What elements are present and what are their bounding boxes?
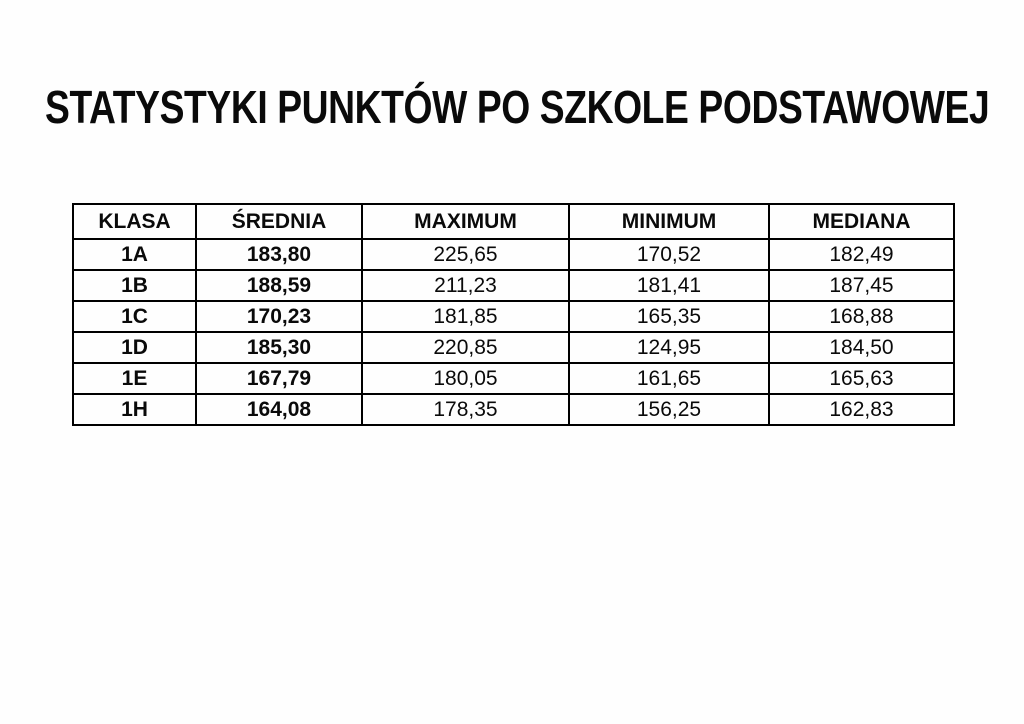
cell-maximum: 220,85 [361, 331, 570, 364]
stats-table: KLASA ŚREDNIA MAXIMUM MINIMUM MEDIANA 1A 183,… [72, 203, 955, 426]
column-header-klasa: KLASA [72, 203, 197, 240]
cell-mediana: 168,88 [768, 300, 955, 333]
cell-mediana: 184,50 [768, 331, 955, 364]
cell-klasa: 1A [72, 238, 197, 271]
cell-srednia: 183,80 [195, 238, 363, 271]
cell-minimum: 170,52 [568, 238, 770, 271]
cell-klasa: 1D [72, 331, 197, 364]
cell-maximum: 211,23 [361, 269, 570, 302]
cell-srednia: 188,59 [195, 269, 363, 302]
column-header-minimum: MINIMUM [568, 203, 770, 240]
cell-minimum: 181,41 [568, 269, 770, 302]
cell-mediana: 187,45 [768, 269, 955, 302]
cell-minimum: 156,25 [568, 393, 770, 426]
table-row: 1H 164,08 178,35 156,25 162,83 [72, 393, 955, 426]
cell-maximum: 178,35 [361, 393, 570, 426]
table-row: 1B 188,59 211,23 181,41 187,45 [72, 269, 955, 302]
table-row: 1D 185,30 220,85 124,95 184,50 [72, 331, 955, 364]
cell-klasa: 1C [72, 300, 197, 333]
table-row: 1C 170,23 181,85 165,35 168,88 [72, 300, 955, 333]
cell-minimum: 161,65 [568, 362, 770, 395]
cell-mediana: 182,49 [768, 238, 955, 271]
cell-minimum: 124,95 [568, 331, 770, 364]
stats-table-body: 1A 183,80 225,65 170,52 182,49 1B 188,59 211,23… [72, 238, 955, 426]
table-row: 1A 183,80 225,65 170,52 182,49 [72, 238, 955, 271]
cell-klasa: 1B [72, 269, 197, 302]
cell-srednia: 170,23 [195, 300, 363, 333]
column-header-srednia: ŚREDNIA [195, 203, 363, 240]
cell-klasa: 1E [72, 362, 197, 395]
cell-klasa: 1H [72, 393, 197, 426]
cell-srednia: 185,30 [195, 331, 363, 364]
cell-maximum: 225,65 [361, 238, 570, 271]
column-header-mediana: MEDIANA [768, 203, 955, 240]
table-header-row: KLASA ŚREDNIA MAXIMUM MINIMUM MEDIANA [72, 203, 955, 240]
cell-maximum: 181,85 [361, 300, 570, 333]
cell-mediana: 162,83 [768, 393, 955, 426]
table-row: 1E 167,79 180,05 161,65 165,63 [72, 362, 955, 395]
cell-srednia: 164,08 [195, 393, 363, 426]
cell-srednia: 167,79 [195, 362, 363, 395]
page-title: STATYSTYKI PUNKTÓW PO SZKOLE PODSTAWOWEJ [45, 81, 990, 133]
cell-minimum: 165,35 [568, 300, 770, 333]
cell-maximum: 180,05 [361, 362, 570, 395]
column-header-maximum: MAXIMUM [361, 203, 570, 240]
cell-mediana: 165,63 [768, 362, 955, 395]
